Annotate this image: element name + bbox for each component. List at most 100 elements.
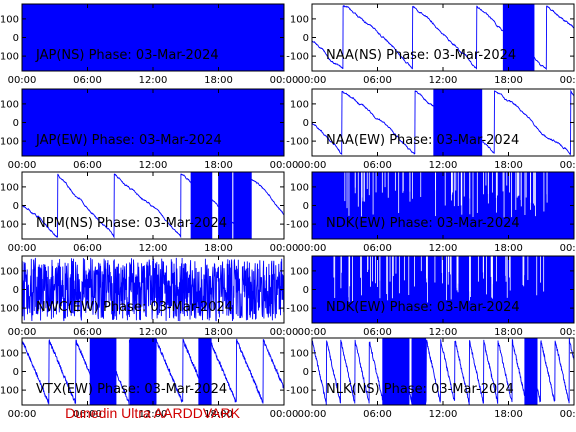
phase-panel-8: 100 0 -100 00:00 06:00 12:00 18:00 00:00 NDK(EW)… <box>286 255 576 338</box>
y-tick-label: -100 <box>286 386 309 397</box>
x-tick-label: 00:00 <box>270 327 299 338</box>
panel-title: NAA(NS) Phase: 03-Mar-2024 <box>326 48 516 63</box>
trace-5 <box>22 172 284 239</box>
trace-band <box>449 89 466 156</box>
x-tick-label: 06:00 <box>363 243 392 254</box>
trace-3 <box>22 89 284 156</box>
x-tick-label: 00:00 <box>298 409 327 420</box>
panel-title: NDK(EW) Phase: 03-Mar-2024 <box>326 300 520 315</box>
x-tick-label: 00:00 <box>8 75 37 86</box>
x-tick-label: 00:00 <box>298 160 327 171</box>
x-tick-label: 06:00 <box>363 75 392 86</box>
phase-panel-6: 100 0 -100 00:00 06:00 12:00 18:00 00:00 NDK(EW)… <box>286 171 576 254</box>
x-tick-label: 06:00 <box>73 75 102 86</box>
x-tick-label: 12:00 <box>139 75 168 86</box>
y-tick-label: 100 <box>0 182 19 193</box>
y-tick-label: 0 <box>303 285 309 296</box>
x-tick-label: 06:00 <box>73 160 102 171</box>
x-tick-label: 00:00 <box>8 243 37 254</box>
phase-panel-4: 100 0 -100 00:00 06:00 12:00 18:00 00:00 NAA(EW)… <box>286 88 576 171</box>
trace-1 <box>22 4 284 71</box>
y-tick-label: 0 <box>303 33 309 44</box>
phase-panel-9: 100 0 -100 00:00 06:00 12:00 18:00 00:00 VTX(EW)… <box>0 337 298 420</box>
trace-band <box>89 338 117 405</box>
panel-title: VTX(EW) Phase: 03-Mar-2024 <box>36 382 227 397</box>
trace-2 <box>312 4 574 71</box>
trace-line <box>22 257 284 322</box>
x-tick-label: 00:00 <box>298 327 327 338</box>
x-tick-label: 06:00 <box>73 409 102 420</box>
trace-band <box>218 172 233 239</box>
x-tick-label: 12:00 <box>139 243 168 254</box>
phase-panel-3: 100 0 -100 00:00 06:00 12:00 18:00 00:00 JAP(EW)… <box>0 88 299 171</box>
footer-label: Dunedin Ultra AARDDVARK <box>65 405 240 421</box>
trace-band <box>129 338 157 405</box>
x-tick-label: 00:00 <box>560 75 576 86</box>
panel-title: JAP(EW) Phase: 03-Mar-2024 <box>35 133 222 148</box>
trace-4 <box>312 89 574 156</box>
x-tick-label: 06:00 <box>363 327 392 338</box>
y-tick-label: 100 <box>0 266 19 277</box>
trace-band <box>508 4 526 71</box>
panel-title: NPM(NS) Phase: 03-Mar-2024 <box>36 216 227 231</box>
x-tick-label: 06:00 <box>73 243 102 254</box>
x-tick-label: 18:00 <box>204 75 233 86</box>
y-tick-label: 100 <box>0 99 19 110</box>
x-tick-label: 18:00 <box>494 160 523 171</box>
y-tick-label: 100 <box>0 348 19 359</box>
x-tick-label: 00:00 <box>270 243 299 254</box>
panel-title: NAA(EW) Phase: 03-Mar-2024 <box>326 133 519 148</box>
x-tick-label: 12:00 <box>429 75 458 86</box>
x-tick-label: 06:00 <box>363 160 392 171</box>
x-tick-label: 00:00 <box>560 160 576 171</box>
trace-fill <box>312 256 574 323</box>
trace-band <box>190 172 213 239</box>
y-tick-label: 0 <box>303 367 309 378</box>
x-tick-label: 00:00 <box>270 75 299 86</box>
y-tick-label: -100 <box>0 386 19 397</box>
phase-panel-2: 100 0 -100 00:00 06:00 12:00 18:00 00:00 NAA(NS)… <box>286 3 576 86</box>
y-tick-label: -100 <box>286 137 309 148</box>
phase-panel-7: 100 0 -100 00:00 06:00 12:00 18:00 00:00 NWC(EW)… <box>0 255 299 338</box>
panel-title: JAP(NS) Phase: 03-Mar-2024 <box>35 48 219 63</box>
trace-7 <box>22 257 284 322</box>
trace-9 <box>22 338 284 405</box>
x-tick-label: 18:00 <box>204 409 233 420</box>
phase-panel-1: 100 0 -100 00:00 06:00 12:00 18:00 00:00 JAP(NS)… <box>0 3 299 86</box>
x-tick-label: 12:00 <box>429 160 458 171</box>
trace-10 <box>312 338 574 405</box>
x-tick-label: 00:00 <box>8 160 37 171</box>
y-tick-label: 100 <box>290 348 309 359</box>
x-tick-label: 18:00 <box>494 75 523 86</box>
trace-6 <box>312 172 574 239</box>
y-tick-label: 100 <box>290 99 309 110</box>
x-tick-label: 12:00 <box>139 409 168 420</box>
x-tick-label: 00:00 <box>298 243 327 254</box>
panel-title: NWC(EW) Phase: 03-Mar-2024 <box>36 300 233 315</box>
y-tick-label: 0 <box>303 118 309 129</box>
phase-panel-5: 100 0 -100 00:00 06:00 12:00 18:00 00:00 NPM(NS)… <box>0 171 299 254</box>
y-tick-label: 0 <box>303 201 309 212</box>
x-tick-label: 18:00 <box>494 243 523 254</box>
x-tick-label: 18:00 <box>204 160 233 171</box>
y-tick-label: -100 <box>286 220 309 231</box>
panel-title: NLK(NS) Phase: 03-Mar-2024 <box>326 382 514 397</box>
x-tick-label: 12:00 <box>429 409 458 420</box>
x-tick-label: 00:00 <box>560 409 576 420</box>
y-tick-label: -100 <box>0 304 19 315</box>
y-tick-label: 0 <box>13 33 19 44</box>
y-tick-label: -100 <box>0 220 19 231</box>
x-tick-label: 18:00 <box>204 327 233 338</box>
x-tick-label: 00:00 <box>8 327 37 338</box>
x-tick-label: 00:00 <box>270 160 299 171</box>
panel-title: NDK(EW) Phase: 03-Mar-2024 <box>326 216 520 231</box>
x-tick-label: 06:00 <box>73 327 102 338</box>
trace-band <box>233 172 252 239</box>
trace-band <box>198 338 212 405</box>
x-tick-label: 12:00 <box>139 327 168 338</box>
phase-panel-10: 100 0 -100 00:00 06:00 12:00 18:00 00:00 NLK(NS)… <box>286 337 576 420</box>
y-tick-label: -100 <box>0 137 19 148</box>
x-tick-label: 12:00 <box>139 160 168 171</box>
y-tick-label: 100 <box>290 182 309 193</box>
